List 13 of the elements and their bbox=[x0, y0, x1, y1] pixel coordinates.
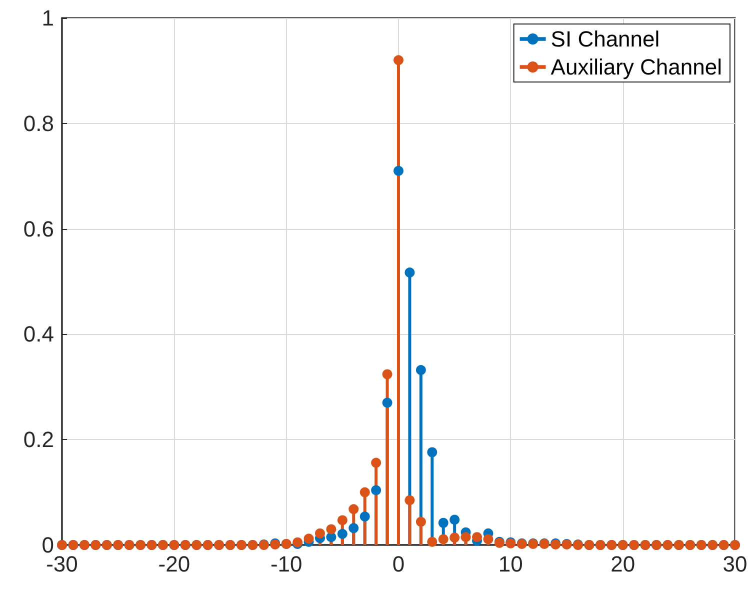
y-tick-label: 0.4 bbox=[23, 322, 54, 347]
legend-label: SI Channel bbox=[550, 26, 660, 52]
x-tick-label: 10 bbox=[498, 552, 523, 576]
y-tick-label: 0.8 bbox=[23, 110, 54, 136]
x-tick-label: -10 bbox=[270, 552, 302, 576]
x-tick-label: -20 bbox=[158, 552, 190, 576]
x-tick-label: 0 bbox=[392, 552, 405, 576]
y-tick-label: 1 bbox=[42, 6, 54, 30]
x-tick-label: 20 bbox=[610, 552, 636, 576]
y-tick-label: 0.2 bbox=[23, 427, 54, 452]
x-tick-label: 30 bbox=[722, 552, 748, 576]
legend-label: Auxiliary Channel bbox=[550, 54, 722, 80]
y-tick-label: 0.6 bbox=[23, 216, 54, 242]
